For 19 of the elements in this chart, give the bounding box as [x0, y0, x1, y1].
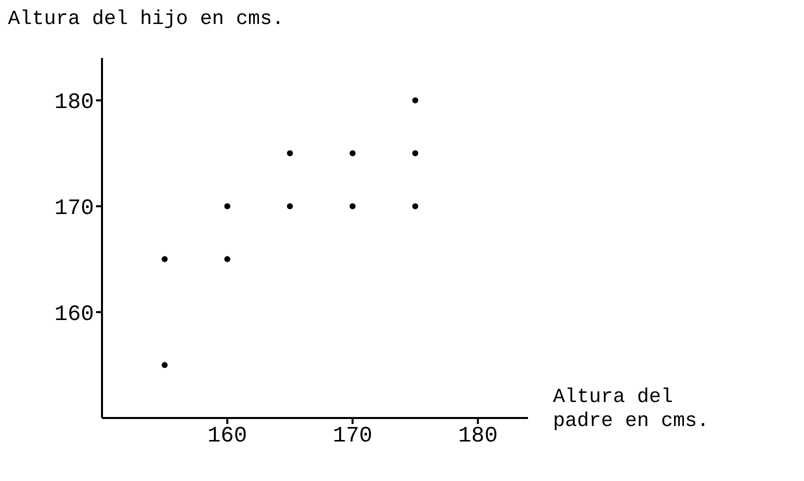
point — [286, 150, 293, 156]
y-tick-label: 180 — [54, 90, 94, 116]
point — [412, 203, 418, 210]
point — [350, 150, 356, 156]
point — [224, 256, 230, 262]
x-tick-label: 180 — [458, 424, 498, 449]
point — [412, 97, 418, 104]
x-axis-title: Altura del padre en cms. — [553, 386, 710, 434]
x-tick-label: 170 — [332, 424, 372, 449]
point — [162, 256, 168, 262]
point — [162, 362, 168, 368]
point — [350, 203, 356, 210]
point — [224, 203, 230, 210]
x-tick-label: 160 — [207, 424, 248, 449]
point — [412, 150, 418, 156]
y-tick-label: 170 — [54, 196, 94, 222]
y-axis-title: Altura del hijo en cms. — [8, 8, 284, 31]
y-tick-label: 160 — [54, 302, 94, 327]
point — [286, 203, 293, 210]
